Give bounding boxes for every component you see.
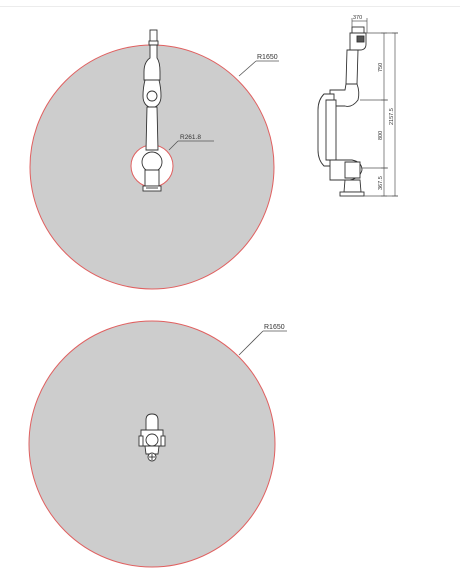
bottom-view: R1650 — [28, 320, 287, 568]
side-robot-profile — [317, 26, 367, 197]
side-upper-segment-label: 750 — [378, 63, 384, 72]
bottom-outer-radius-leader — [238, 330, 287, 356]
side-view: 370 750 800 367.5 2157.5 — [317, 15, 398, 197]
top-outer-radius-leader — [238, 60, 279, 77]
top-outer-radius-label: R1650 — [257, 54, 278, 61]
side-lower-segment-label: 367.5 — [378, 176, 384, 190]
side-dimension-lines — [351, 18, 398, 197]
side-total-height-label: 2157.5 — [389, 108, 395, 125]
top-robot-arm — [141, 29, 163, 192]
top-divider — [0, 0, 460, 7]
top-view: R1650 R261.8 — [29, 29, 279, 290]
side-top-offset-label: 370 — [353, 15, 362, 21]
bottom-outer-radius-label: R1650 — [264, 324, 285, 331]
bottom-robot-arm — [138, 413, 166, 462]
side-middle-segment-label: 800 — [378, 131, 384, 140]
top-inner-radius-leader — [168, 140, 214, 151]
top-inner-radius-label: R261.8 — [180, 134, 201, 141]
